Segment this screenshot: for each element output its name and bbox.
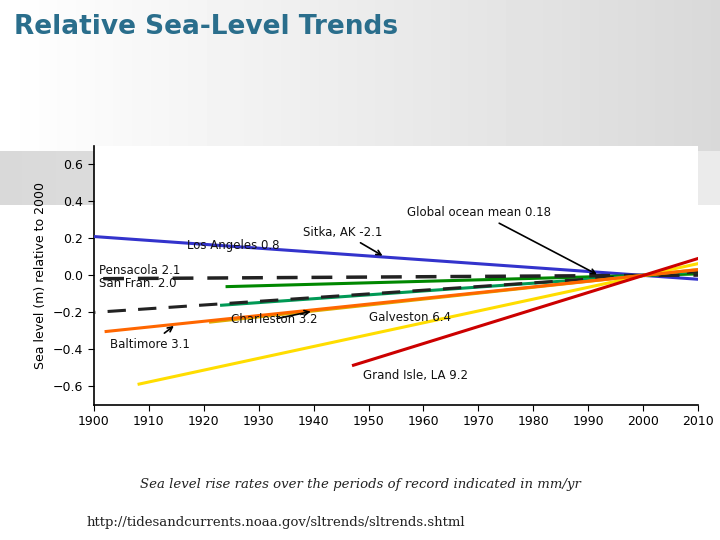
Text: Relative Sea-Level Trends: Relative Sea-Level Trends: [14, 14, 399, 39]
Text: Sitka, AK -2.1: Sitka, AK -2.1: [302, 226, 382, 255]
Text: Charleston 3.2: Charleston 3.2: [231, 310, 318, 326]
Text: Baltimore 3.1: Baltimore 3.1: [110, 327, 190, 350]
Text: Sea level rise rates over the periods of record indicated in mm/yr: Sea level rise rates over the periods of…: [140, 478, 580, 491]
Text: Global ocean mean 0.18: Global ocean mean 0.18: [407, 206, 595, 274]
Text: San Fran. 2.0: San Fran. 2.0: [99, 277, 176, 290]
Y-axis label: Sea level (m) relative to 2000: Sea level (m) relative to 2000: [35, 182, 48, 369]
Text: http://tidesandcurrents.noaa.gov/sltrends/sltrends.shtml: http://tidesandcurrents.noaa.gov/sltrend…: [86, 516, 465, 529]
Text: Pensacola 2.1: Pensacola 2.1: [99, 264, 181, 276]
Text: Los Angeles 0.8: Los Angeles 0.8: [187, 239, 279, 252]
Text: Grand Isle, LA 9.2: Grand Isle, LA 9.2: [363, 369, 468, 382]
Text: Galveston 6.4: Galveston 6.4: [369, 310, 451, 324]
